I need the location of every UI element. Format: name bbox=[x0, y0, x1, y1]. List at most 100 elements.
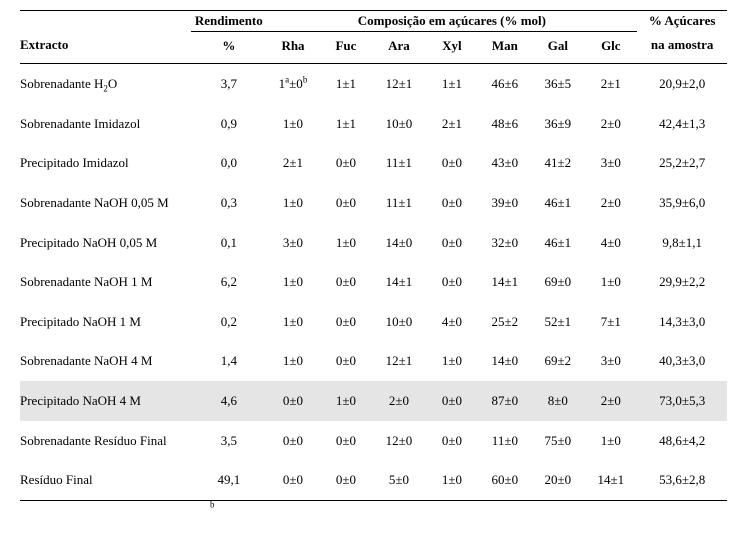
table-row: Resíduo Final49,10±00±05±01±060±020±014±… bbox=[20, 460, 727, 500]
cell-rha: 0±0 bbox=[267, 381, 320, 421]
cell-man: 32±0 bbox=[478, 223, 531, 263]
cell-fuc: 0±0 bbox=[319, 302, 372, 342]
cell-gal: 8±0 bbox=[531, 381, 584, 421]
cell-gal: 69±2 bbox=[531, 341, 584, 381]
cell-rha: 3±0 bbox=[267, 223, 320, 263]
table-row: Precipitado NaOH 1 M0,21±00±010±04±025±2… bbox=[20, 302, 727, 342]
cell-rha: 1±0 bbox=[267, 183, 320, 223]
col-last-bot: na amostra bbox=[637, 31, 727, 64]
cell-rha: 1±0 bbox=[267, 302, 320, 342]
cell-xyl: 1±0 bbox=[425, 341, 478, 381]
cell-man: 25±2 bbox=[478, 302, 531, 342]
row-last: 9,8±1,1 bbox=[637, 223, 727, 263]
row-last: 20,9±2,0 bbox=[637, 64, 727, 104]
row-name: Resíduo Final bbox=[20, 460, 191, 500]
cell-gal: 20±0 bbox=[531, 460, 584, 500]
cell-xyl: 0±0 bbox=[425, 381, 478, 421]
cell-rha: 2±1 bbox=[267, 143, 320, 183]
table-row: Sobrenadante Resíduo Final3,50±00±012±00… bbox=[20, 421, 727, 461]
table-row: Precipitado NaOH 4 M4,60±01±02±00±087±08… bbox=[20, 381, 727, 421]
row-name: Precipitado NaOH 0,05 M bbox=[20, 223, 191, 263]
cell-gal: 46±1 bbox=[531, 183, 584, 223]
row-last: 53,6±2,8 bbox=[637, 460, 727, 500]
col-rendimento-unit: % bbox=[191, 31, 266, 64]
cell-glc: 1±0 bbox=[584, 262, 637, 302]
cell-fuc: 1±0 bbox=[319, 381, 372, 421]
table-row: Sobrenadante NaOH 0,05 M0,31±00±011±10±0… bbox=[20, 183, 727, 223]
footnote-sup: b bbox=[210, 499, 215, 509]
cell-fuc: 0±0 bbox=[319, 421, 372, 461]
row-name: Sobrenadante NaOH 0,05 M bbox=[20, 183, 191, 223]
cell-xyl: 4±0 bbox=[425, 302, 478, 342]
cell-glc: 2±0 bbox=[584, 183, 637, 223]
cell-ara: 12±0 bbox=[372, 421, 425, 461]
table-row: Sobrenadante H2O3,71a±0b1±112±11±146±636… bbox=[20, 64, 727, 104]
cell-gal: 36±9 bbox=[531, 104, 584, 144]
row-last: 14,3±3,0 bbox=[637, 302, 727, 342]
cell-man: 46±6 bbox=[478, 64, 531, 104]
row-yield: 0,2 bbox=[191, 302, 266, 342]
cell-glc: 14±1 bbox=[584, 460, 637, 500]
row-yield: 0,9 bbox=[191, 104, 266, 144]
cell-glc: 3±0 bbox=[584, 341, 637, 381]
row-name: Precipitado Imidazol bbox=[20, 143, 191, 183]
row-name: Precipitado NaOH 1 M bbox=[20, 302, 191, 342]
cell-ara: 11±1 bbox=[372, 183, 425, 223]
cell-glc: 4±0 bbox=[584, 223, 637, 263]
cell-fuc: 0±0 bbox=[319, 183, 372, 223]
row-last: 25,2±2,7 bbox=[637, 143, 727, 183]
cell-rha: 0±0 bbox=[267, 460, 320, 500]
cell-man: 39±0 bbox=[478, 183, 531, 223]
row-yield: 3,7 bbox=[191, 64, 266, 104]
table-row: Sobrenadante Imidazol0,91±01±110±02±148±… bbox=[20, 104, 727, 144]
cell-ara: 10±0 bbox=[372, 302, 425, 342]
cell-glc: 2±0 bbox=[584, 104, 637, 144]
col-man: Man bbox=[478, 31, 531, 64]
col-rha: Rha bbox=[267, 31, 320, 64]
col-xyl: Xyl bbox=[425, 31, 478, 64]
row-last: 42,4±1,3 bbox=[637, 104, 727, 144]
cell-xyl: 0±0 bbox=[425, 183, 478, 223]
cell-xyl: 1±1 bbox=[425, 64, 478, 104]
cell-fuc: 0±0 bbox=[319, 262, 372, 302]
cell-gal: 46±1 bbox=[531, 223, 584, 263]
cell-rha: 1a±0b bbox=[267, 64, 320, 104]
cell-fuc: 1±0 bbox=[319, 223, 372, 263]
row-yield: 0,3 bbox=[191, 183, 266, 223]
cell-gal: 52±1 bbox=[531, 302, 584, 342]
cell-xyl: 2±1 bbox=[425, 104, 478, 144]
cell-ara: 5±0 bbox=[372, 460, 425, 500]
row-name: Sobrenadante NaOH 4 M bbox=[20, 341, 191, 381]
cell-rha: 1±0 bbox=[267, 262, 320, 302]
cell-gal: 75±0 bbox=[531, 421, 584, 461]
cell-xyl: 0±0 bbox=[425, 143, 478, 183]
header-row-1: Rendimento Composição em açúcares (% mol… bbox=[20, 11, 727, 31]
row-last: 40,3±3,0 bbox=[637, 341, 727, 381]
cell-glc: 1±0 bbox=[584, 421, 637, 461]
cell-xyl: 1±0 bbox=[425, 460, 478, 500]
cell-man: 60±0 bbox=[478, 460, 531, 500]
col-rendimento-title: Rendimento bbox=[191, 11, 266, 31]
cell-man: 14±0 bbox=[478, 341, 531, 381]
data-table: Rendimento Composição em açúcares (% mol… bbox=[20, 10, 727, 501]
row-yield: 49,1 bbox=[191, 460, 266, 500]
table-body: Sobrenadante H2O3,71a±0b1±112±11±146±636… bbox=[20, 64, 727, 501]
col-fuc: Fuc bbox=[319, 31, 372, 64]
col-gal: Gal bbox=[531, 31, 584, 64]
cell-gal: 41±2 bbox=[531, 143, 584, 183]
row-last: 29,9±2,2 bbox=[637, 262, 727, 302]
col-glc: Glc bbox=[584, 31, 637, 64]
cell-xyl: 0±0 bbox=[425, 262, 478, 302]
cell-ara: 14±0 bbox=[372, 223, 425, 263]
cell-rha: 1±0 bbox=[267, 341, 320, 381]
row-yield: 0,1 bbox=[191, 223, 266, 263]
cell-man: 48±6 bbox=[478, 104, 531, 144]
row-last: 48,6±4,2 bbox=[637, 421, 727, 461]
col-spanner-title: Composição em açúcares (% mol) bbox=[267, 11, 638, 31]
row-name: Sobrenadante H2O bbox=[20, 64, 191, 104]
cell-ara: 10±0 bbox=[372, 104, 425, 144]
cell-ara: 2±0 bbox=[372, 381, 425, 421]
cell-gal: 36±5 bbox=[531, 64, 584, 104]
col-blank bbox=[20, 11, 191, 31]
row-yield: 1,4 bbox=[191, 341, 266, 381]
